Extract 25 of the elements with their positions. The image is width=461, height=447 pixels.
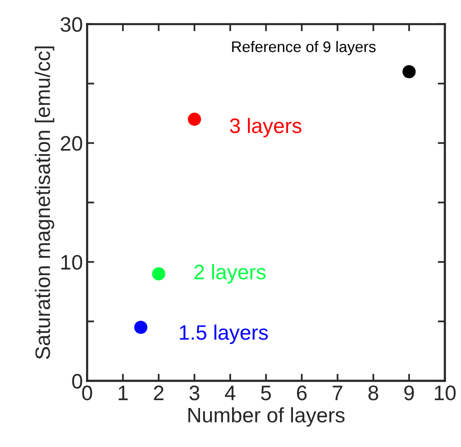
x-tick-label: 3 xyxy=(189,386,200,400)
x-tick-label: 5 xyxy=(261,386,271,400)
x-tick-label: 10 xyxy=(434,386,456,400)
x-tick-label: 4 xyxy=(224,386,236,400)
point xyxy=(152,267,166,280)
x-tick-label: 8 xyxy=(368,386,378,400)
x-axis-title: Number of layers xyxy=(188,407,345,427)
series-label: 2 layers xyxy=(194,264,266,284)
x-tick-label: 1 xyxy=(118,386,128,400)
y-tick-label: 20 xyxy=(60,136,82,151)
y-tick-label: 10 xyxy=(61,254,82,270)
series-label: 3 layers xyxy=(230,118,302,138)
x-tick-label: 7 xyxy=(332,386,342,400)
x-tick-label: 6 xyxy=(297,386,307,400)
text: Reference of 9 layers xyxy=(232,40,376,56)
x-tick-label: 2 xyxy=(154,386,164,400)
point xyxy=(134,320,148,334)
series-label: 1.5 layers xyxy=(180,324,268,344)
x-tick-label: 9 xyxy=(404,386,414,400)
point xyxy=(188,112,202,126)
point xyxy=(402,65,416,78)
y-tick-label: 0 xyxy=(72,374,82,389)
y-tick-label: 30 xyxy=(60,17,82,32)
y-axis-title: Saturation magnetisation [emu/cc] xyxy=(34,46,54,360)
x-tick-label: 0 xyxy=(82,386,92,400)
